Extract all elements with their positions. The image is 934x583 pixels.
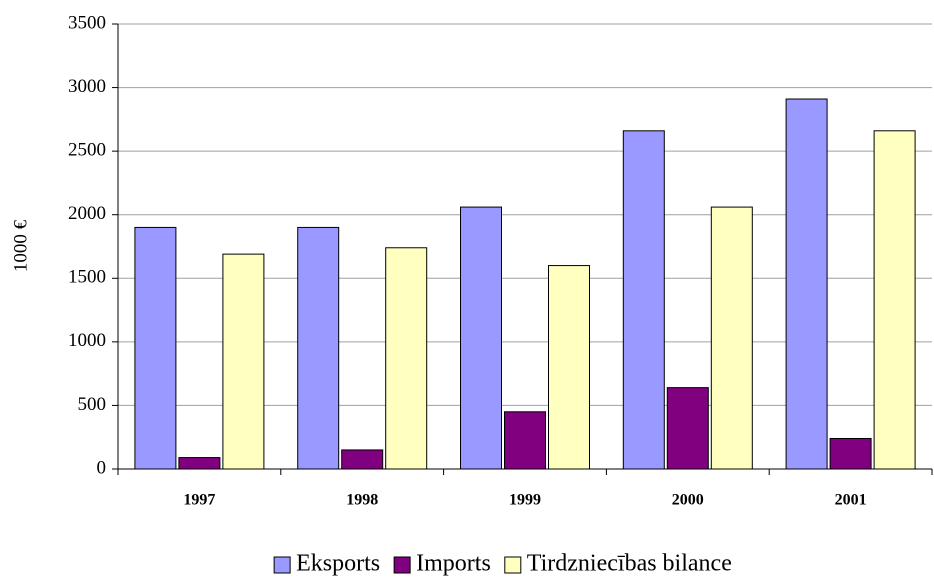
bar <box>341 449 384 470</box>
bar <box>622 130 665 470</box>
bar <box>548 265 590 470</box>
y-tick-label: 500 <box>78 394 107 415</box>
x-tick-label: 1999 <box>509 492 541 509</box>
legend-swatch <box>393 556 411 574</box>
bar <box>504 411 546 470</box>
y-tick-label: 2500 <box>68 140 106 161</box>
bar <box>785 98 828 470</box>
y-tick-label: 3500 <box>68 12 106 33</box>
legend-label: Tirdzniecības bilance <box>527 551 732 577</box>
bar <box>134 226 177 470</box>
bar <box>178 457 221 470</box>
y-axis-label: 1000 € <box>10 219 31 272</box>
legend-item: Imports <box>393 551 491 577</box>
bar <box>829 437 872 470</box>
x-tick-label: 2000 <box>672 492 704 509</box>
legend-label: Eksports <box>296 551 380 577</box>
bar <box>222 253 265 470</box>
legend-item: Eksports <box>273 551 380 577</box>
legend-swatch <box>273 556 291 574</box>
x-tick-label: 2001 <box>835 492 867 509</box>
bar <box>873 130 916 470</box>
y-tick-label: 3000 <box>68 76 106 97</box>
legend-item: Tirdzniecības bilance <box>504 551 732 577</box>
y-tick-label: 2000 <box>68 203 106 224</box>
bar <box>460 206 502 470</box>
y-tick-label: 0 <box>97 457 107 478</box>
bar <box>710 206 753 470</box>
legend-swatch <box>504 556 522 574</box>
bar <box>385 247 428 470</box>
y-tick-label: 1500 <box>68 267 106 288</box>
y-tick-label: 1000 <box>68 330 106 351</box>
x-tick-label: 1997 <box>183 492 215 509</box>
bar <box>666 387 709 470</box>
x-tick-label: 1998 <box>346 492 378 509</box>
bar <box>297 226 340 470</box>
legend-label: Imports <box>416 551 491 577</box>
